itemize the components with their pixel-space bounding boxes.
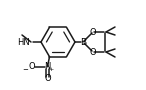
Text: N: N [44,62,51,71]
Text: O: O [44,74,51,83]
Text: +: + [48,67,54,72]
Text: HN: HN [17,38,30,47]
Text: O: O [90,28,96,37]
Text: O: O [28,62,35,71]
Text: O: O [90,48,96,57]
Text: B: B [80,38,86,47]
Text: −: − [23,67,28,73]
